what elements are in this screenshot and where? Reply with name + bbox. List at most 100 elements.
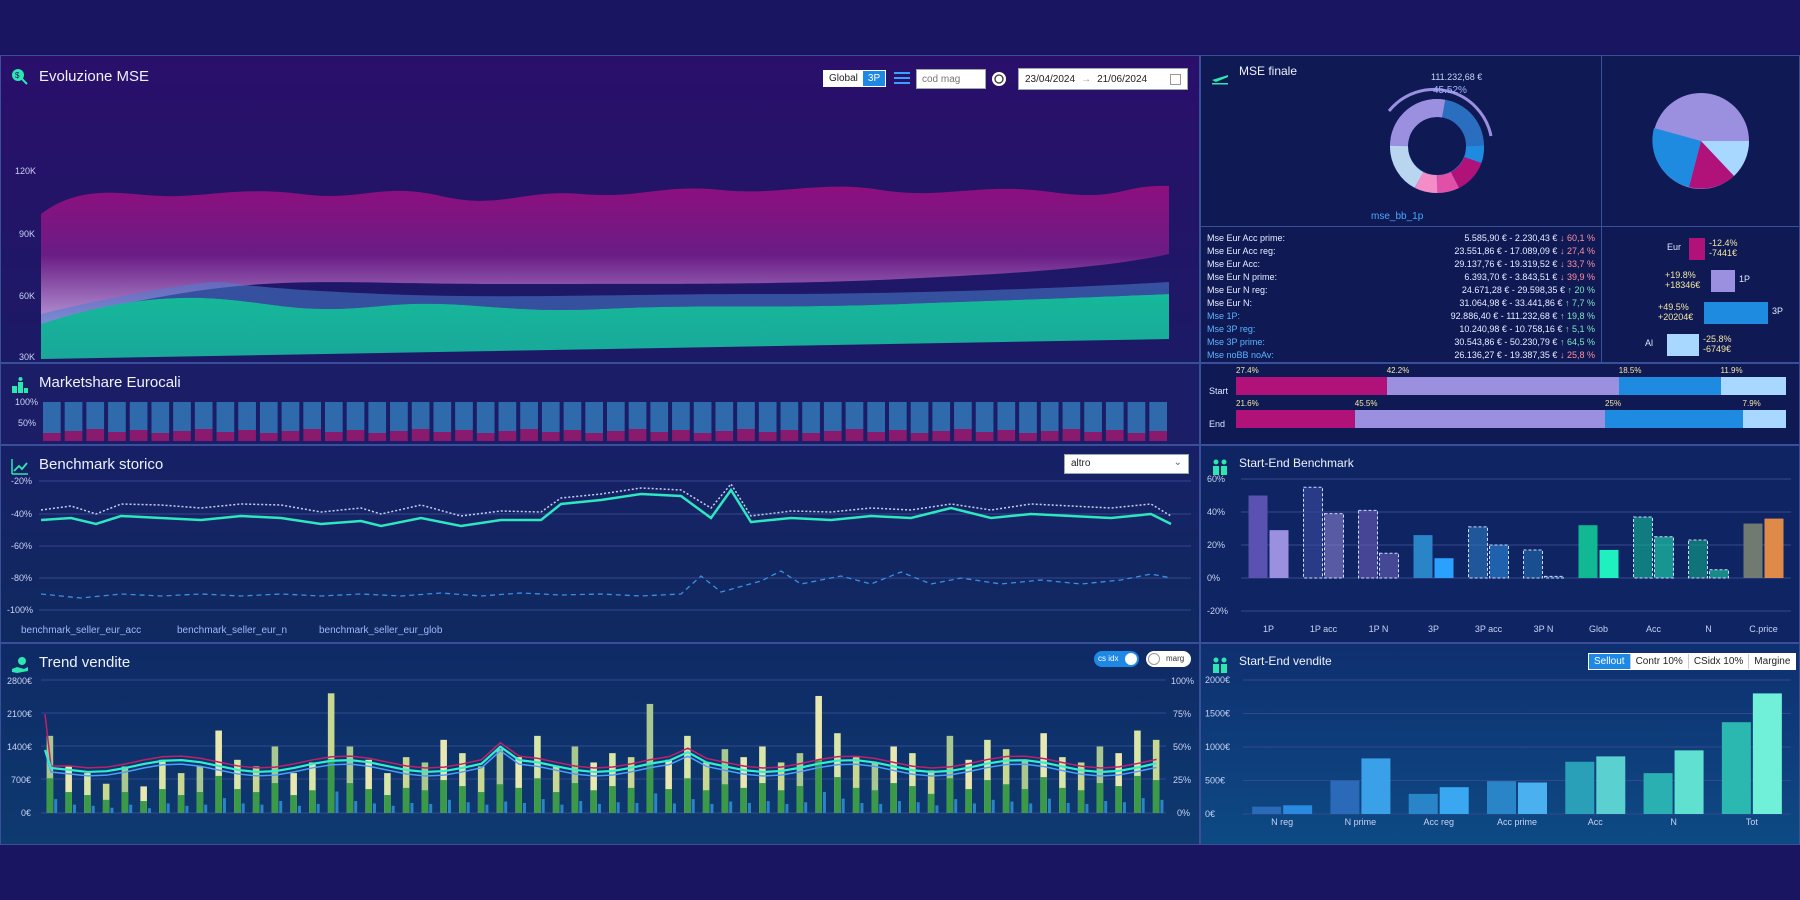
ms-col-bottom	[867, 432, 885, 441]
sales-bar-green	[365, 789, 372, 813]
rows-divider	[1201, 226, 1800, 227]
benchmark-select[interactable]: altro ⌄	[1064, 454, 1189, 474]
mse-mini-bars: Eur -12.4% -7441€ 1P +19.8% +18346€ 3P +49.5% +2…	[1601, 227, 1800, 364]
line-eur-glob	[40, 487, 1172, 528]
ms-col-top	[975, 402, 994, 432]
sales-bar-green	[740, 787, 747, 813]
sales-bar-blue	[204, 804, 208, 813]
cod-mag-input[interactable]	[916, 69, 986, 89]
tab-sellout[interactable]: Sellout	[1589, 654, 1630, 669]
sales-bar-green	[927, 793, 935, 813]
arrow-up-icon: ↑	[1559, 311, 1565, 321]
ms-col-bottom	[1062, 429, 1081, 441]
ms-col-top	[390, 402, 408, 431]
sales-bar-blue	[1141, 798, 1145, 813]
tab-margine[interactable]: Margine	[1748, 654, 1796, 669]
ms-col-bottom	[325, 432, 343, 441]
mse-row-amounts: 29.137,76 € - 19.319,52 €	[1454, 259, 1558, 269]
share-segment: 42.2%	[1386, 366, 1619, 395]
sales-bar-green	[759, 783, 766, 813]
ms-col-top	[411, 402, 430, 429]
sales-bar-blue	[1029, 803, 1033, 813]
ms-col-bottom	[433, 432, 452, 441]
sales-bar	[384, 773, 391, 813]
mini-bar	[1667, 334, 1699, 356]
sales-bar-green	[871, 790, 879, 813]
ytick: 120K	[15, 166, 36, 176]
airplane-icon	[1212, 75, 1228, 85]
sales-bar-blue	[879, 803, 883, 813]
sales-bar-blue	[1010, 801, 1014, 813]
bar-start	[1487, 781, 1516, 814]
sales-bar	[965, 759, 972, 813]
bar-start	[1743, 523, 1763, 578]
x-tick: N	[1670, 817, 1677, 827]
sales-bar	[440, 739, 447, 813]
sales-bar-blue	[1047, 798, 1051, 813]
se-vendite-title: Start-End vendite	[1239, 654, 1332, 668]
ms-col-top	[194, 402, 213, 429]
ytick-right: 25%	[1173, 775, 1191, 785]
tab-contr-10-[interactable]: Contr 10%	[1629, 654, 1688, 669]
x-tick: N	[1705, 624, 1712, 634]
mse-row-value: 10.240,98 € - 10.758,16 € ↑ 5,1 %	[1459, 323, 1595, 336]
toggle-global[interactable]: Global	[824, 71, 863, 86]
sales-bar-green	[1134, 775, 1141, 813]
bar-start	[1413, 535, 1433, 578]
bar-start	[1468, 526, 1488, 579]
evoluzione-chart: 120K 90K 60K 30K	[15, 166, 1169, 362]
sales-bar	[909, 753, 916, 813]
refresh-icon[interactable]	[991, 71, 1007, 87]
mse-row-amounts: 30.543,86 € - 50.230,79 €	[1454, 337, 1558, 347]
sales-bar-green	[665, 789, 672, 813]
ms-col-bottom	[64, 431, 83, 441]
mini-bar-item: Al -25.8% -6749€	[1601, 331, 1800, 357]
sales-bar-blue	[785, 803, 789, 813]
list-icon[interactable]	[894, 71, 910, 85]
mse-row-pct: 60,1 %	[1566, 233, 1595, 243]
legend-eur-glob[interactable]: benchmark_seller_eur_glob	[319, 625, 443, 636]
mse-row-pct: 7,7 %	[1571, 298, 1595, 308]
ms-col-bottom	[802, 433, 820, 441]
ms-col-bottom	[303, 429, 321, 441]
bar-end	[1674, 750, 1704, 814]
ms-col-bottom	[650, 432, 669, 441]
sales-bar-green	[1040, 777, 1047, 813]
bar-start	[1252, 806, 1282, 814]
ms-col-bottom	[455, 430, 473, 441]
tab-csidx-10-[interactable]: CSidx 10%	[1687, 654, 1749, 669]
mse-row-label: Mse Eur N prime:	[1207, 272, 1278, 282]
sales-bar-green	[571, 783, 579, 813]
mse-row: Mse 3P reg: 10.240,98 € - 10.758,16 € ↑ 5…	[1207, 323, 1595, 336]
ms-col-top	[1149, 402, 1167, 431]
ms-col-top	[628, 402, 647, 429]
bar-start	[1303, 486, 1323, 579]
sales-bar-blue	[579, 801, 583, 813]
sales-bar-green	[721, 784, 729, 813]
share-segment-label: 27.4%	[1236, 366, 1259, 375]
mse-row-label: Mse Eur Acc reg:	[1207, 246, 1276, 256]
ytick-left: 700€	[11, 775, 31, 785]
x-tick: Acc prime	[1497, 817, 1537, 827]
csidx-toggle[interactable]: cs idx	[1094, 651, 1139, 667]
share-segment-label: 21.6%	[1236, 399, 1259, 408]
sales-bar-green	[646, 763, 654, 813]
legend-eur-n[interactable]: benchmark_seller_eur_n	[177, 625, 287, 636]
mini-bar-label: 3P	[1772, 306, 1784, 316]
mse-donut-chart: 111.232,68 € 45.52% mse_bb_1p	[1371, 72, 1493, 222]
mse-row-label: Mse Eur Acc:	[1207, 259, 1261, 269]
ms-col-top	[129, 402, 148, 430]
podium-icon	[12, 377, 28, 393]
ms-col-bottom	[889, 430, 907, 441]
marg-toggle[interactable]: marg	[1146, 651, 1191, 667]
toggle-3p[interactable]: 3P	[862, 71, 886, 86]
panel-marketshare: Marketshare Eurocali 100% 50%	[0, 363, 1200, 445]
sales-bar	[196, 766, 204, 813]
ms-col-bottom	[693, 433, 712, 441]
ms-col-top	[802, 402, 820, 433]
donut-pct: 45.52%	[1433, 85, 1467, 96]
date-range-picker[interactable]: 23/04/2024 → 21/06/2024	[1018, 68, 1188, 90]
legend-eur-acc[interactable]: benchmark_seller_eur_acc	[21, 625, 141, 636]
bar-start	[1688, 539, 1708, 579]
date-from: 23/04/2024	[1025, 73, 1076, 85]
